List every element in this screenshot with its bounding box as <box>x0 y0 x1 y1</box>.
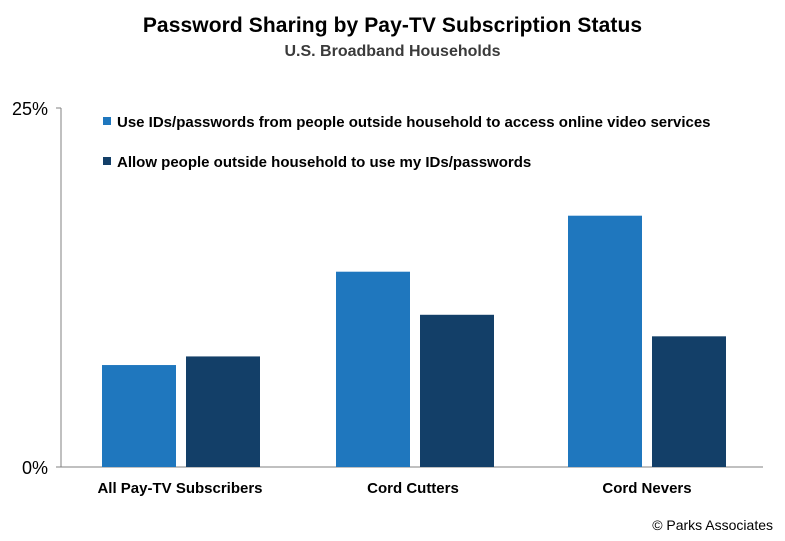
x-tick-label-cord-nevers: Cord Nevers <box>602 480 691 497</box>
chart-subtitle: U.S. Broadband Households <box>284 43 501 60</box>
bar-cord-nevers-series-2 <box>652 336 726 467</box>
bar-cord-nevers-series-1 <box>568 215 642 467</box>
axes: 25% 0% <box>12 99 763 478</box>
x-tick-label-all-pay-tv: All Pay-TV Subscribers <box>97 480 262 497</box>
x-tick-label-cord-cutters: Cord Cutters <box>367 480 459 497</box>
bar-all-pay-tv-subscribers-series-2 <box>186 356 260 467</box>
credit-text: © Parks Associates <box>652 517 773 533</box>
legend-label-series-1: Use IDs/passwords from people outside ho… <box>117 114 711 131</box>
legend-swatch-series-1 <box>103 117 111 125</box>
y-tick-label-bottom: 0% <box>22 458 48 478</box>
bar-cord-cutters-series-1 <box>336 271 410 467</box>
legend-label-series-2: Allow people outside household to use my… <box>117 154 531 171</box>
bars <box>102 215 726 467</box>
chart-title: Password Sharing by Pay-TV Subscription … <box>142 14 643 37</box>
bar-all-pay-tv-subscribers-series-1 <box>102 365 176 467</box>
bar-cord-cutters-series-2 <box>420 314 494 467</box>
legend: Use IDs/passwords from people outside ho… <box>103 114 711 171</box>
x-tick-labels: All Pay-TV Subscribers Cord Cutters Cord… <box>97 480 691 497</box>
legend-swatch-series-2 <box>103 157 111 165</box>
y-tick-label-top: 25% <box>12 99 48 119</box>
